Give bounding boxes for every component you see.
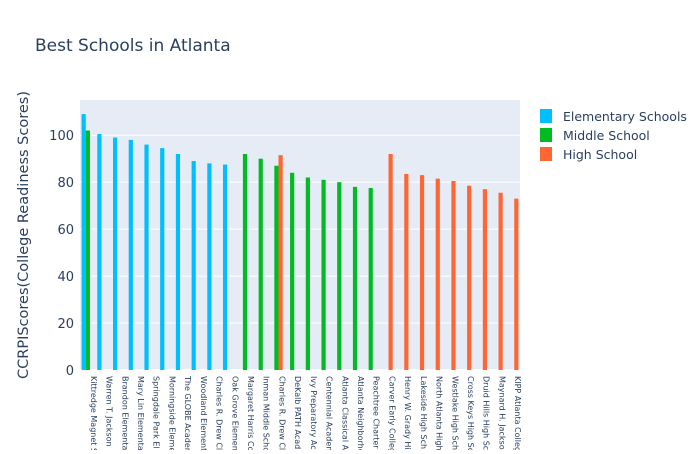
x-tick-label: Druid Hills High Sc — [482, 376, 491, 450]
x-tick-label: Cross Keys High Sc — [466, 376, 475, 450]
bar — [160, 148, 165, 370]
bar — [207, 163, 212, 370]
y-tick-label: 0 — [66, 364, 74, 379]
y-axis-title: CCRPIScores(College Readiness Scores) — [16, 91, 32, 379]
bar — [388, 154, 393, 370]
bar — [128, 139, 133, 370]
x-axis-ticks: Kittredge Magnet S Warren T. Jackson Brand… — [89, 375, 522, 454]
chart-title: Best Schools in Atlanta — [35, 36, 231, 56]
bar — [290, 172, 295, 370]
bars — [81, 114, 519, 370]
y-tick-label: 60 — [57, 223, 74, 238]
bar — [305, 177, 310, 370]
x-tick-label: Charles R. Drew Cl — [215, 376, 224, 450]
bar — [242, 154, 248, 370]
x-tick-label: Warren T. Jackson — [105, 376, 114, 447]
y-tick-label: 80 — [57, 176, 74, 191]
y-axis-ticks: 0 20 40 60 80 100 — [49, 129, 74, 379]
bar — [274, 165, 279, 370]
bar — [435, 178, 440, 370]
x-tick-label: Henry W. Grady Hi — [403, 376, 412, 450]
bar — [419, 175, 425, 370]
bar — [113, 137, 118, 370]
x-tick-label: Ivy Preparatory Ac — [309, 376, 318, 450]
bar — [467, 185, 472, 370]
y-tick-label: 100 — [49, 129, 74, 144]
x-tick-label: Atlanta Neighborho — [356, 376, 365, 450]
bar — [404, 173, 409, 370]
bar — [498, 192, 503, 370]
bar — [337, 182, 342, 370]
x-tick-label: Centennial Acaden — [325, 376, 334, 450]
x-tick-label: Oak Grove Elemen — [230, 376, 239, 450]
bar — [352, 186, 358, 370]
legend-label: High School — [563, 147, 637, 162]
x-tick-label: Margaret Harris Co — [246, 376, 255, 450]
legend: Elementary Schools Middle School High Scho… — [540, 109, 687, 162]
x-tick-label: Woodland Element — [199, 376, 208, 450]
x-tick-label: Westlake High Sch — [450, 376, 459, 450]
x-tick-label: DeKalb PATH Acad — [293, 376, 302, 449]
bar — [451, 181, 456, 370]
bar — [278, 155, 283, 370]
bar — [223, 164, 228, 370]
x-tick-label: Brandon Elementa — [120, 376, 129, 450]
plot-background — [80, 100, 520, 370]
legend-label: Elementary Schools — [563, 109, 687, 124]
bar — [144, 144, 149, 370]
x-tick-label: Peachtree Charter — [372, 376, 381, 449]
y-tick-label: 20 — [57, 317, 74, 332]
x-tick-label: Maynard H. Jackso — [497, 376, 506, 450]
bar — [85, 130, 90, 370]
x-tick-label: The GLOBE Acader — [183, 375, 192, 450]
bar — [368, 188, 373, 370]
x-tick-label: KIPP Atlanta Colleg — [513, 376, 522, 450]
bar — [175, 154, 181, 370]
legend-swatch — [540, 128, 552, 142]
x-tick-label: Kittredge Magnet S — [89, 376, 98, 450]
legend-label: Middle School — [563, 128, 650, 143]
x-tick-label: Morningside Eleme — [167, 376, 176, 450]
x-tick-label: Charles R. Drew Cl — [277, 376, 286, 450]
legend-swatch — [540, 109, 552, 123]
x-tick-label: Atlanta Classical A — [340, 376, 349, 450]
bar — [482, 189, 487, 370]
x-tick-label: Springdale Park El — [152, 376, 161, 449]
x-tick-label: Carver Early Colleg — [387, 376, 396, 450]
bar — [191, 161, 196, 370]
bar — [97, 134, 102, 370]
grid-lines — [80, 134, 520, 371]
x-tick-label: Inman Middle Scho — [262, 376, 271, 450]
legend-swatch — [540, 147, 552, 161]
y-tick-label: 40 — [57, 270, 74, 285]
bar — [514, 198, 519, 370]
bar — [321, 179, 326, 370]
x-tick-label: Lakeside High Sch — [419, 376, 428, 449]
x-tick-label: Mary Lin Elementa — [136, 376, 145, 450]
bar — [81, 114, 86, 370]
x-tick-label: North Atlanta High — [435, 376, 444, 450]
bar — [258, 158, 263, 370]
